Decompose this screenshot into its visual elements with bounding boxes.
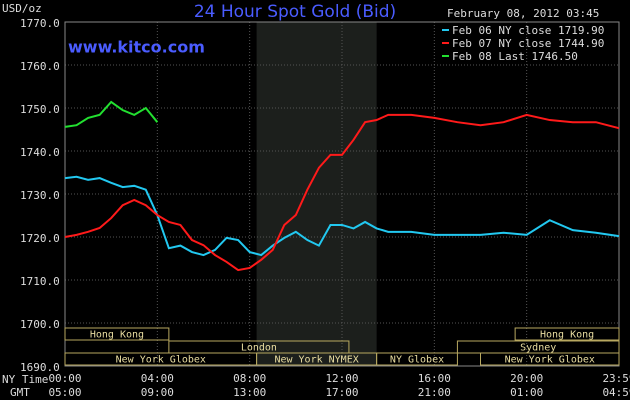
y-tick-label: 1760.0: [20, 60, 60, 73]
x-tick-label-gmt: 17:00: [325, 386, 358, 399]
session-box: [514, 327, 620, 341]
session-box: [480, 352, 620, 366]
x-tick-label: 20:00: [510, 372, 543, 385]
x-tick-label-gmt: 01:00: [510, 386, 543, 399]
legend-label: Feb 07 NY close 1744.90: [452, 37, 604, 50]
price-line: [64, 113, 620, 272]
y-tick-label: 1730.0: [20, 189, 60, 202]
y-tick-label: 1750.0: [20, 103, 60, 116]
y-tick-label: 1720.0: [20, 232, 60, 245]
price-line: [64, 175, 620, 257]
plot-border: [64, 21, 620, 367]
x-row-label: NY Time: [2, 373, 48, 386]
legend-label: Feb 06 NY close 1719.90: [452, 24, 604, 37]
x-tick-label-gmt: 04:59: [602, 386, 630, 399]
session-label: Sydney: [520, 343, 556, 354]
y-tick-label: 1710.0: [20, 275, 60, 288]
session-label: New York Globex: [116, 355, 206, 366]
price-line: [64, 100, 159, 128]
y-tick-label: 1690.0: [20, 361, 60, 374]
session-label: London: [241, 343, 277, 354]
session-label: New York NYMEX: [274, 355, 358, 366]
y-tick-label: 1740.0: [20, 146, 60, 159]
x-tick-label: 04:00: [141, 372, 174, 385]
y-axis-label: USD/oz: [2, 2, 42, 15]
y-tick-label: 1700.0: [20, 318, 60, 331]
session-label: Hong Kong: [90, 330, 144, 341]
x-tick-label-gmt: 21:00: [418, 386, 451, 399]
x-tick-label: 08:00: [233, 372, 266, 385]
x-tick-label: 16:00: [418, 372, 451, 385]
session-label: Hong Kong: [540, 330, 594, 341]
session-label: New York Globex: [505, 355, 595, 366]
timestamp: February 08, 2012 03:45: [447, 7, 599, 20]
x-tick-label: 23:59: [602, 372, 630, 385]
session-box: [64, 327, 170, 341]
x-tick-label-gmt: 13:00: [233, 386, 266, 399]
x-row-label: GMT: [10, 386, 30, 399]
session-label: NY Globex: [390, 355, 444, 366]
session-box: [376, 352, 458, 366]
legend-label: Feb 08 Last 1746.50: [452, 50, 578, 63]
x-tick-label: 00:00: [48, 372, 81, 385]
x-tick-label-gmt: 09:00: [141, 386, 174, 399]
x-tick-label: 12:00: [325, 372, 358, 385]
chart-title: 24 Hour Spot Gold (Bid): [194, 2, 396, 22]
watermark: www.kitco.com: [68, 38, 205, 57]
x-tick-label-gmt: 05:00: [48, 386, 81, 399]
y-tick-label: 1770.0: [20, 17, 60, 30]
session-shade: [256, 22, 377, 366]
